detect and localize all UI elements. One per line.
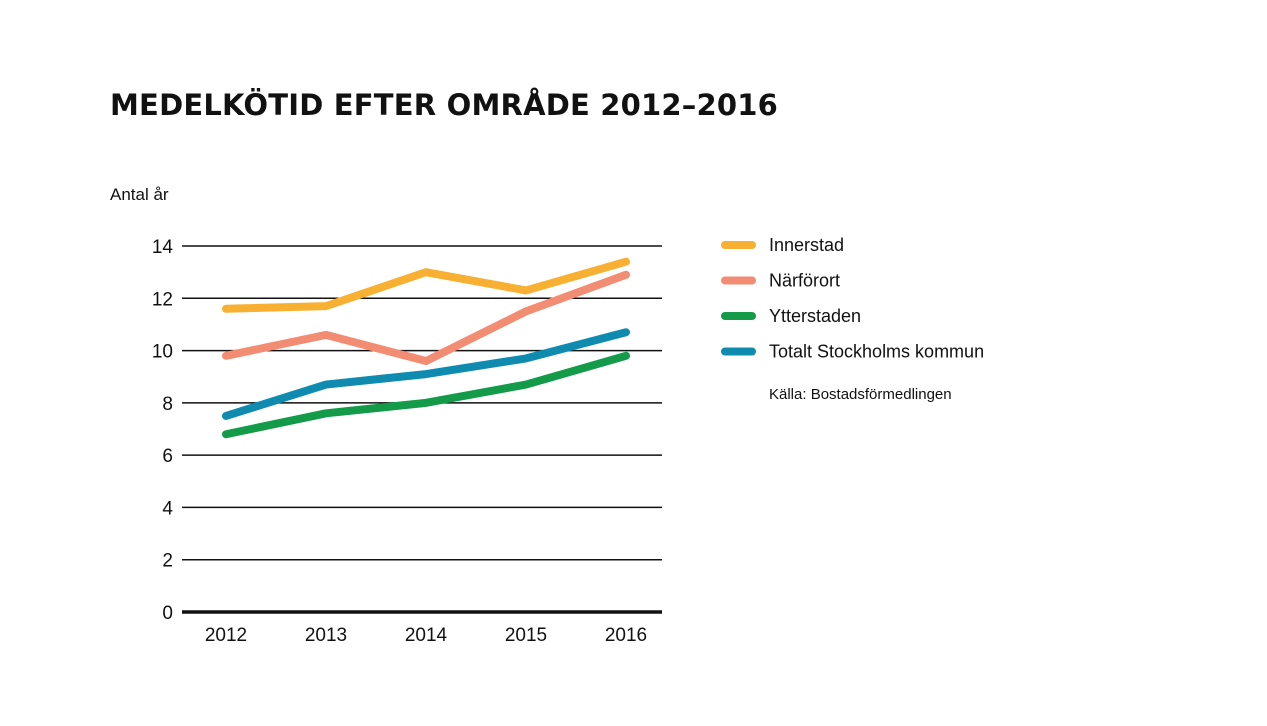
x-tick-label: 2012 bbox=[205, 625, 247, 646]
y-tick-label: 14 bbox=[152, 237, 174, 258]
legend-label: Totalt Stockholms kommun bbox=[769, 342, 984, 362]
x-tick-label: 2015 bbox=[505, 625, 547, 646]
x-tick-labels: 2012 2013 2014 2015 2016 bbox=[205, 625, 647, 646]
y-tick-label: 4 bbox=[162, 498, 173, 519]
source-note: Källa: Bostadsförmedlingen bbox=[769, 386, 952, 403]
y-axis-label: Antal år bbox=[110, 185, 169, 204]
y-tick-labels: 0 2 4 6 8 10 12 14 bbox=[152, 237, 174, 624]
y-tick-label: 10 bbox=[152, 342, 173, 363]
gridlines bbox=[182, 245, 662, 614]
series-line-2 bbox=[222, 351, 630, 439]
legend-label: Innerstad bbox=[769, 235, 844, 255]
chart-title: MEDELKÖTID EFTER OMRÅDE 2012–2016 bbox=[110, 88, 779, 122]
series-line-0 bbox=[222, 257, 630, 313]
legend-label: Närförort bbox=[769, 271, 840, 291]
legend: Innerstad Närförort Ytterstaden Totalt Stoc… bbox=[721, 235, 984, 362]
y-tick-label: 6 bbox=[162, 446, 173, 467]
y-tick-label: 2 bbox=[162, 551, 173, 572]
x-tick-label: 2014 bbox=[405, 625, 448, 646]
series-line-1 bbox=[222, 270, 630, 366]
series-line-3 bbox=[222, 328, 630, 420]
y-tick-label: 0 bbox=[162, 603, 173, 624]
x-tick-label: 2016 bbox=[605, 625, 647, 646]
y-tick-label: 8 bbox=[162, 394, 173, 415]
legend-label: Ytterstaden bbox=[769, 306, 861, 326]
y-tick-label: 12 bbox=[152, 289, 173, 310]
series-lines bbox=[222, 257, 630, 439]
x-tick-label: 2013 bbox=[305, 625, 347, 646]
